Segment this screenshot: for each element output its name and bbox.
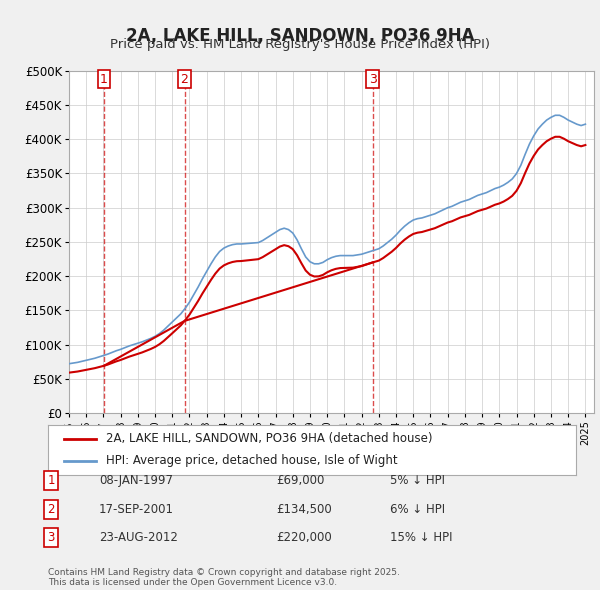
- Text: 23-AUG-2012: 23-AUG-2012: [99, 531, 178, 544]
- Text: £220,000: £220,000: [276, 531, 332, 544]
- Text: 5% ↓ HPI: 5% ↓ HPI: [390, 474, 445, 487]
- Text: 15% ↓ HPI: 15% ↓ HPI: [390, 531, 452, 544]
- Text: 3: 3: [369, 73, 377, 86]
- Text: 08-JAN-1997: 08-JAN-1997: [99, 474, 173, 487]
- Text: 3: 3: [47, 531, 55, 544]
- Text: 2A, LAKE HILL, SANDOWN, PO36 9HA: 2A, LAKE HILL, SANDOWN, PO36 9HA: [126, 27, 474, 45]
- Text: Contains HM Land Registry data © Crown copyright and database right 2025.
This d: Contains HM Land Registry data © Crown c…: [48, 568, 400, 587]
- Text: £69,000: £69,000: [276, 474, 325, 487]
- Text: 1: 1: [47, 474, 55, 487]
- Text: 17-SEP-2001: 17-SEP-2001: [99, 503, 174, 516]
- Text: 2: 2: [181, 73, 188, 86]
- Text: 1: 1: [100, 73, 108, 86]
- Text: £134,500: £134,500: [276, 503, 332, 516]
- Text: 6% ↓ HPI: 6% ↓ HPI: [390, 503, 445, 516]
- Text: HPI: Average price, detached house, Isle of Wight: HPI: Average price, detached house, Isle…: [106, 454, 398, 467]
- Text: 2A, LAKE HILL, SANDOWN, PO36 9HA (detached house): 2A, LAKE HILL, SANDOWN, PO36 9HA (detach…: [106, 432, 433, 445]
- Text: Price paid vs. HM Land Registry's House Price Index (HPI): Price paid vs. HM Land Registry's House …: [110, 38, 490, 51]
- Text: 2: 2: [47, 503, 55, 516]
